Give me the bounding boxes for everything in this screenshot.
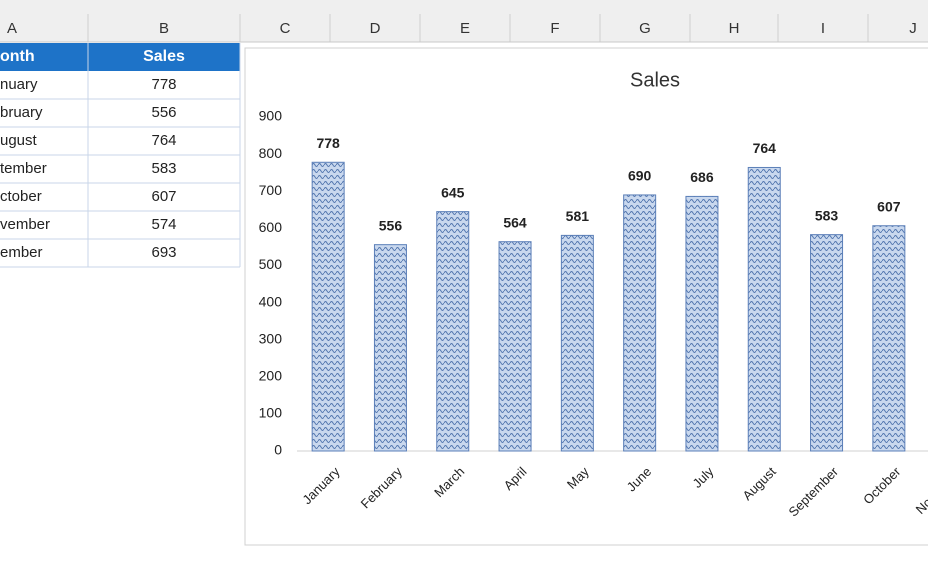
y-tick-label: 0 [274, 442, 282, 458]
data-label: 583 [815, 207, 839, 223]
cell: ctober [0, 188, 42, 205]
y-tick-label: 400 [259, 293, 283, 309]
table-header [0, 43, 240, 71]
cell: 693 [151, 244, 176, 261]
bar [872, 225, 906, 452]
cell: bruary [0, 104, 43, 121]
bar [311, 161, 345, 452]
cell: 556 [151, 104, 176, 121]
y-tick-label: 100 [259, 405, 283, 421]
cell: nuary [0, 76, 38, 93]
cell: tember [0, 160, 47, 177]
header-cell: onth [0, 48, 35, 65]
cell: ugust [0, 132, 38, 149]
cell: 778 [151, 76, 176, 93]
column-header-bar [0, 0, 928, 42]
column-letter: D [370, 20, 381, 37]
y-tick-label: 800 [259, 145, 283, 161]
header-cell: Sales [143, 48, 185, 65]
column-letter: F [550, 20, 559, 37]
column-letter: B [159, 20, 169, 37]
y-tick-label: 500 [259, 256, 283, 272]
data-label: 764 [753, 140, 777, 156]
cell: 574 [151, 216, 176, 233]
chart-title: Sales [630, 69, 680, 91]
cell: 583 [151, 160, 176, 177]
data-label: 556 [379, 217, 403, 233]
data-label: 686 [690, 169, 714, 185]
cell: ember [0, 244, 43, 261]
bar [373, 244, 407, 452]
data-label: 778 [316, 135, 340, 151]
column-letter: G [639, 20, 651, 37]
y-tick-label: 300 [259, 330, 283, 346]
column-letter: C [280, 20, 291, 37]
data-label: 645 [441, 184, 465, 200]
y-tick-label: 200 [259, 367, 283, 383]
bar [623, 194, 657, 452]
column-letter: J [909, 20, 917, 37]
data-label: 690 [628, 168, 652, 184]
cell: 764 [151, 132, 176, 149]
bar [436, 211, 470, 452]
column-letter: A [7, 20, 17, 37]
bar [560, 234, 594, 452]
bar [498, 241, 532, 452]
bar [747, 166, 781, 452]
y-tick-label: 900 [259, 108, 283, 124]
bar [685, 195, 719, 452]
data-label: 581 [566, 208, 590, 224]
cell: vember [0, 216, 50, 233]
y-tick-label: 600 [259, 219, 283, 235]
y-tick-label: 700 [259, 182, 283, 198]
cell: 607 [151, 188, 176, 205]
data-label: 564 [503, 214, 527, 230]
data-label: 607 [877, 198, 901, 214]
bar [810, 234, 844, 452]
column-letter: E [460, 20, 470, 37]
column-letter: H [729, 20, 740, 37]
column-letter: I [821, 20, 825, 37]
